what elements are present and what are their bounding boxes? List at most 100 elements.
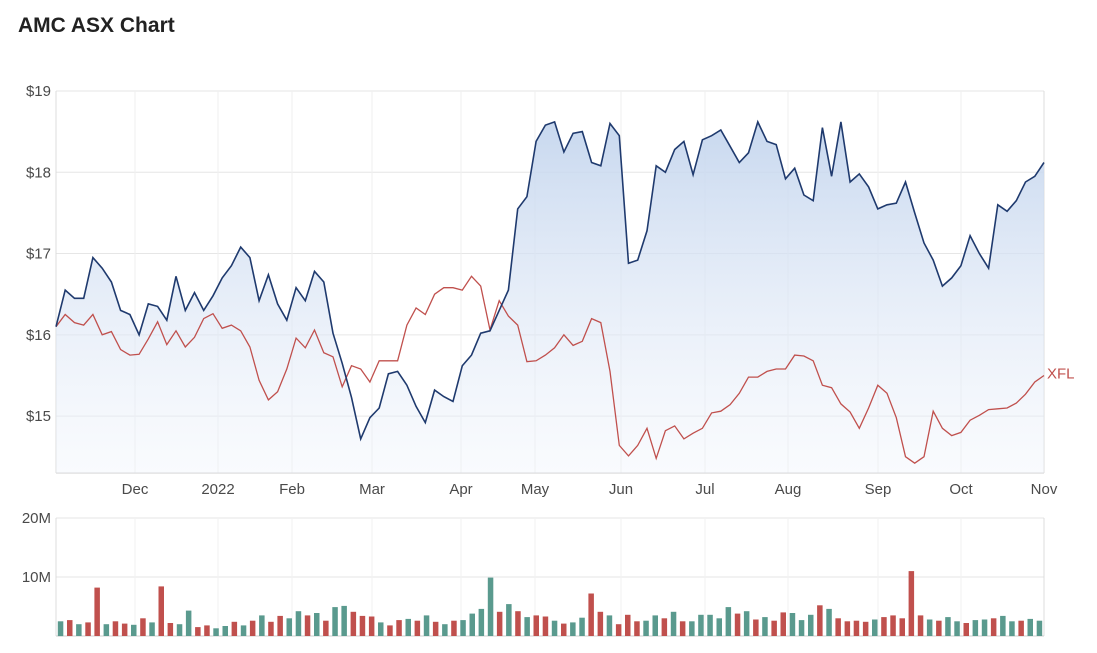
volume-bar [204, 625, 210, 636]
volume-bar [259, 615, 265, 636]
volume-bar [231, 621, 238, 636]
volume-bar [689, 621, 695, 637]
volume-bar [140, 618, 146, 636]
volume-bar [615, 624, 622, 636]
volume-bar [359, 615, 366, 636]
volume-bar [780, 612, 786, 636]
volume-bar [496, 611, 503, 636]
volume-bar [524, 617, 530, 636]
volume-bar [121, 623, 128, 636]
volume-bar [1009, 621, 1015, 637]
price-line [55, 119, 1045, 442]
volume-bar [981, 619, 988, 636]
x-tick-label: Oct [949, 481, 973, 498]
volume-bar [314, 613, 320, 636]
volume-bar [643, 620, 649, 636]
y-tick-label: $15 [26, 408, 51, 425]
volume-bar [432, 621, 439, 636]
x-tick-label: Dec [122, 481, 149, 498]
volume-bar [277, 615, 283, 636]
y-tick-label: $16 [26, 327, 51, 344]
x-tick-label: Sep [865, 481, 892, 498]
volume-bar [679, 621, 686, 637]
volume-bar [213, 628, 219, 636]
volume-bar [158, 586, 164, 636]
volume-bar [597, 611, 604, 636]
volume-bar [954, 621, 960, 637]
volume-bar [295, 611, 302, 636]
volume-bar [862, 621, 869, 636]
volume-bar [542, 616, 549, 636]
y-tick-label: $18 [26, 164, 51, 181]
volume-y-tick-label: 20M [22, 510, 51, 527]
volume-bar [57, 621, 64, 637]
volume-bar [414, 620, 421, 636]
volume-bar [85, 622, 91, 636]
volume-bar [368, 616, 375, 636]
volume-bar [826, 608, 832, 636]
volume-bar [131, 624, 137, 636]
volume-bar [1036, 620, 1043, 636]
volume-bar [762, 617, 768, 636]
volume-bar [789, 613, 796, 636]
volume-bar [94, 587, 100, 636]
volume-bar [945, 617, 951, 636]
price-area [56, 121, 1044, 474]
volume-bar [185, 610, 192, 636]
volume-bar [506, 604, 512, 636]
volume-bar [963, 623, 969, 636]
volume-bar [103, 624, 110, 636]
x-tick-label: Aug [775, 481, 802, 498]
x-tick-label: 2022 [201, 481, 234, 498]
volume-bar [561, 623, 567, 636]
volume-bar [286, 618, 292, 636]
volume-y-tick-label: 10M [22, 569, 51, 586]
volume-bar [771, 620, 777, 636]
volume-bar [698, 614, 704, 636]
comparison-line [55, 275, 1045, 464]
volume-bar [817, 605, 823, 636]
volume-bar [625, 614, 631, 636]
y-tick-label: $19 [26, 83, 51, 100]
volume-bar [652, 615, 658, 636]
volume-bar [176, 624, 183, 636]
volume-bar [167, 623, 174, 636]
volume-bar [1000, 615, 1006, 636]
volume-bar [670, 611, 677, 636]
volume-bar [341, 605, 347, 636]
volume-bar [533, 615, 539, 636]
volume-bar [451, 620, 457, 636]
volume-bar [195, 627, 201, 636]
x-tick-label: May [521, 481, 550, 498]
volume-bar [753, 619, 759, 636]
volume-bar [853, 620, 860, 636]
volume-bar [350, 611, 357, 636]
x-tick-label: Mar [359, 481, 385, 498]
volume-bar [917, 615, 924, 636]
y-tick-label: $17 [26, 246, 51, 263]
volume-bar [76, 624, 82, 636]
volume-bar [249, 620, 256, 636]
volume-bar [835, 618, 841, 636]
volume-bar [478, 608, 485, 636]
volume-bar [487, 577, 494, 636]
volume-bar [304, 615, 311, 636]
volume-bar [634, 621, 640, 637]
volume-bar [423, 615, 430, 636]
chart-title: AMC ASX Chart [18, 14, 175, 37]
volume-bar [844, 621, 851, 637]
volume-bar [734, 613, 741, 636]
volume-bar [990, 618, 997, 636]
volume-bar [515, 611, 521, 636]
volume-bar [378, 622, 384, 636]
volume-bar [268, 621, 274, 636]
volume-bar [469, 613, 475, 636]
volume-bar [67, 620, 73, 636]
volume-bar [926, 619, 933, 636]
volume-bar [551, 620, 558, 636]
volume-bar [872, 619, 878, 636]
x-tick-label: Jul [695, 481, 714, 498]
volume-bar [405, 618, 411, 636]
x-tick-label: Jun [609, 481, 633, 498]
